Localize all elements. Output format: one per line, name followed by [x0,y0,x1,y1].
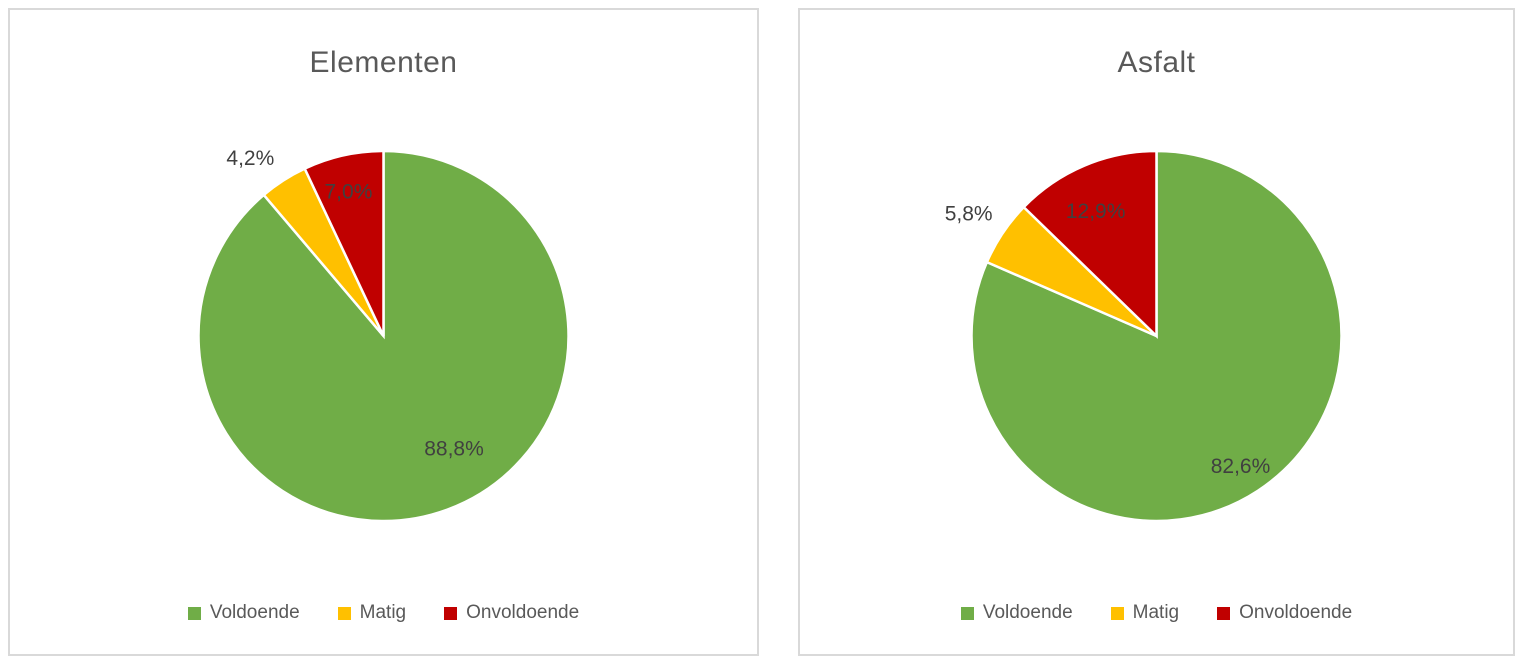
legend-label: Matig [1132,602,1180,623]
legend-swatch-onvoldoende [444,606,458,620]
legend-label: Onvoldoende [466,602,580,623]
legend-label: Onvoldoende [1239,602,1353,623]
pie-chart-elementen: 88,8% 4,2% 7,0% [197,147,570,523]
legend-item-voldoende: Voldoende [960,602,1073,624]
legend-swatch-voldoende [960,606,974,620]
chart-panel-asfalt: Asfalt 82,6% 5,8% 12,9% Voldoende Matig Onvo… [798,8,1515,656]
legend-item-onvoldoende: Onvoldoende [444,602,579,624]
data-label-voldoende: 88,8% [424,438,484,461]
legend-label: Voldoende [982,602,1073,623]
legend-swatch-matig [337,606,351,620]
pie-chart-asfalt: 82,6% 5,8% 12,9% [945,149,1343,523]
chart-legend: Voldoende Matig Onvoldoende [800,602,1513,624]
chart-title: Elementen [309,46,458,79]
chart-legend: Voldoende Matig Onvoldoende [10,602,757,624]
legend-item-matig: Matig [1110,602,1180,624]
legend-item-matig: Matig [337,602,407,624]
pie-slice-onvoldoende [1022,149,1158,339]
pie-slice-onvoldoende [303,149,385,337]
chart-panel-elementen: Elementen 88,8% 4,2% 7,0% Voldoende Matig On… [8,8,759,656]
data-label-matig: 5,8% [945,203,993,226]
data-label-onvoldoende: 12,9% [1066,200,1126,223]
legend-item-voldoende: Voldoende [187,602,300,624]
chart-title: Asfalt [1117,46,1196,79]
legend-swatch-onvoldoende [1217,606,1231,620]
data-label-onvoldoende: 7,0% [325,181,373,204]
data-label-matig: 4,2% [226,147,274,170]
legend-swatch-voldoende [187,606,201,620]
legend-item-onvoldoende: Onvoldoende [1217,602,1352,624]
data-label-voldoende: 82,6% [1211,455,1271,478]
legend-label: Matig [359,602,407,623]
legend-label: Voldoende [209,602,300,623]
legend-swatch-matig [1110,606,1124,620]
